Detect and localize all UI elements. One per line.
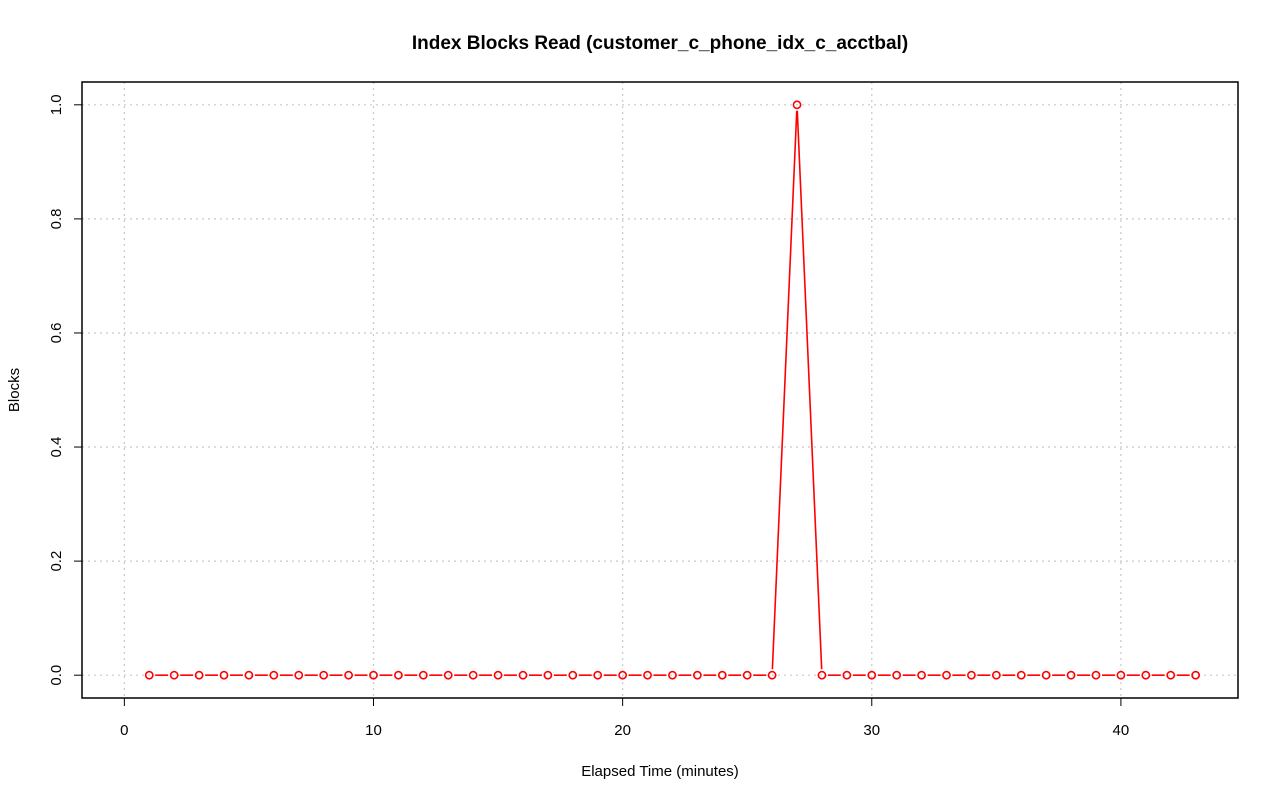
data-point <box>942 670 951 680</box>
data-point <box>144 670 154 680</box>
chart-title: Index Blocks Read (customer_c_phone_idx_… <box>412 33 908 54</box>
y-axis-label: Blocks <box>6 368 23 412</box>
x-tick-label: 40 <box>1113 722 1130 739</box>
series-layer <box>144 100 1201 680</box>
y-tick-label: 0.8 <box>48 208 65 229</box>
data-point <box>867 670 877 680</box>
y-tick-label: 0.2 <box>48 551 65 572</box>
data-point <box>394 670 403 680</box>
series-line-segment <box>771 110 798 670</box>
data-point <box>468 670 478 680</box>
data-point <box>543 670 553 680</box>
data-point <box>1041 670 1051 680</box>
data-point <box>219 670 229 680</box>
grid <box>82 82 1238 698</box>
data-point <box>717 670 727 680</box>
plot-frame <box>81 81 1239 699</box>
data-point <box>1091 670 1101 680</box>
data-point <box>742 670 752 680</box>
x-tick-label: 20 <box>614 722 631 739</box>
y-axis: 0.0 0.2 0.4 0.6 0.8 1.0 <box>48 94 82 686</box>
data-point <box>294 670 304 680</box>
data-point <box>1066 670 1076 680</box>
y-tick-label: 0.0 <box>48 665 65 686</box>
data-point <box>593 670 603 680</box>
data-point <box>1166 670 1176 680</box>
data-point <box>568 670 578 680</box>
data-point <box>319 670 329 680</box>
y-tick-label: 0.6 <box>48 323 65 344</box>
data-point <box>817 670 827 680</box>
x-axis-label: Elapsed Time (minutes) <box>581 763 739 780</box>
data-point <box>668 670 677 680</box>
data-point <box>369 670 378 680</box>
data-point <box>967 670 976 680</box>
x-axis: 0 10 20 30 40 <box>120 697 1130 739</box>
data-point <box>991 670 1001 680</box>
data-point <box>767 670 777 680</box>
data-point <box>269 670 279 680</box>
data-point <box>1191 670 1201 680</box>
x-tick-label: 0 <box>120 722 128 739</box>
data-point <box>493 670 503 680</box>
series-line-segment <box>796 110 823 670</box>
data-point <box>418 670 428 680</box>
data-point <box>443 670 453 680</box>
data-point <box>618 670 628 680</box>
data-point <box>892 670 902 680</box>
data-point <box>792 100 802 110</box>
data-point <box>1116 670 1126 680</box>
data-point <box>917 670 926 680</box>
data-point <box>643 670 652 680</box>
data-point <box>1016 670 1026 680</box>
data-point <box>244 670 254 680</box>
x-tick-label: 10 <box>365 722 382 739</box>
y-tick-label: 1.0 <box>48 94 65 115</box>
data-point <box>194 670 204 680</box>
x-tick-label: 30 <box>863 722 880 739</box>
data-point <box>1141 670 1151 680</box>
y-tick-label: 0.4 <box>48 437 65 458</box>
data-point <box>518 670 528 680</box>
data-point <box>692 670 702 680</box>
data-point <box>842 670 852 680</box>
data-point <box>169 670 179 680</box>
data-point <box>344 670 353 680</box>
